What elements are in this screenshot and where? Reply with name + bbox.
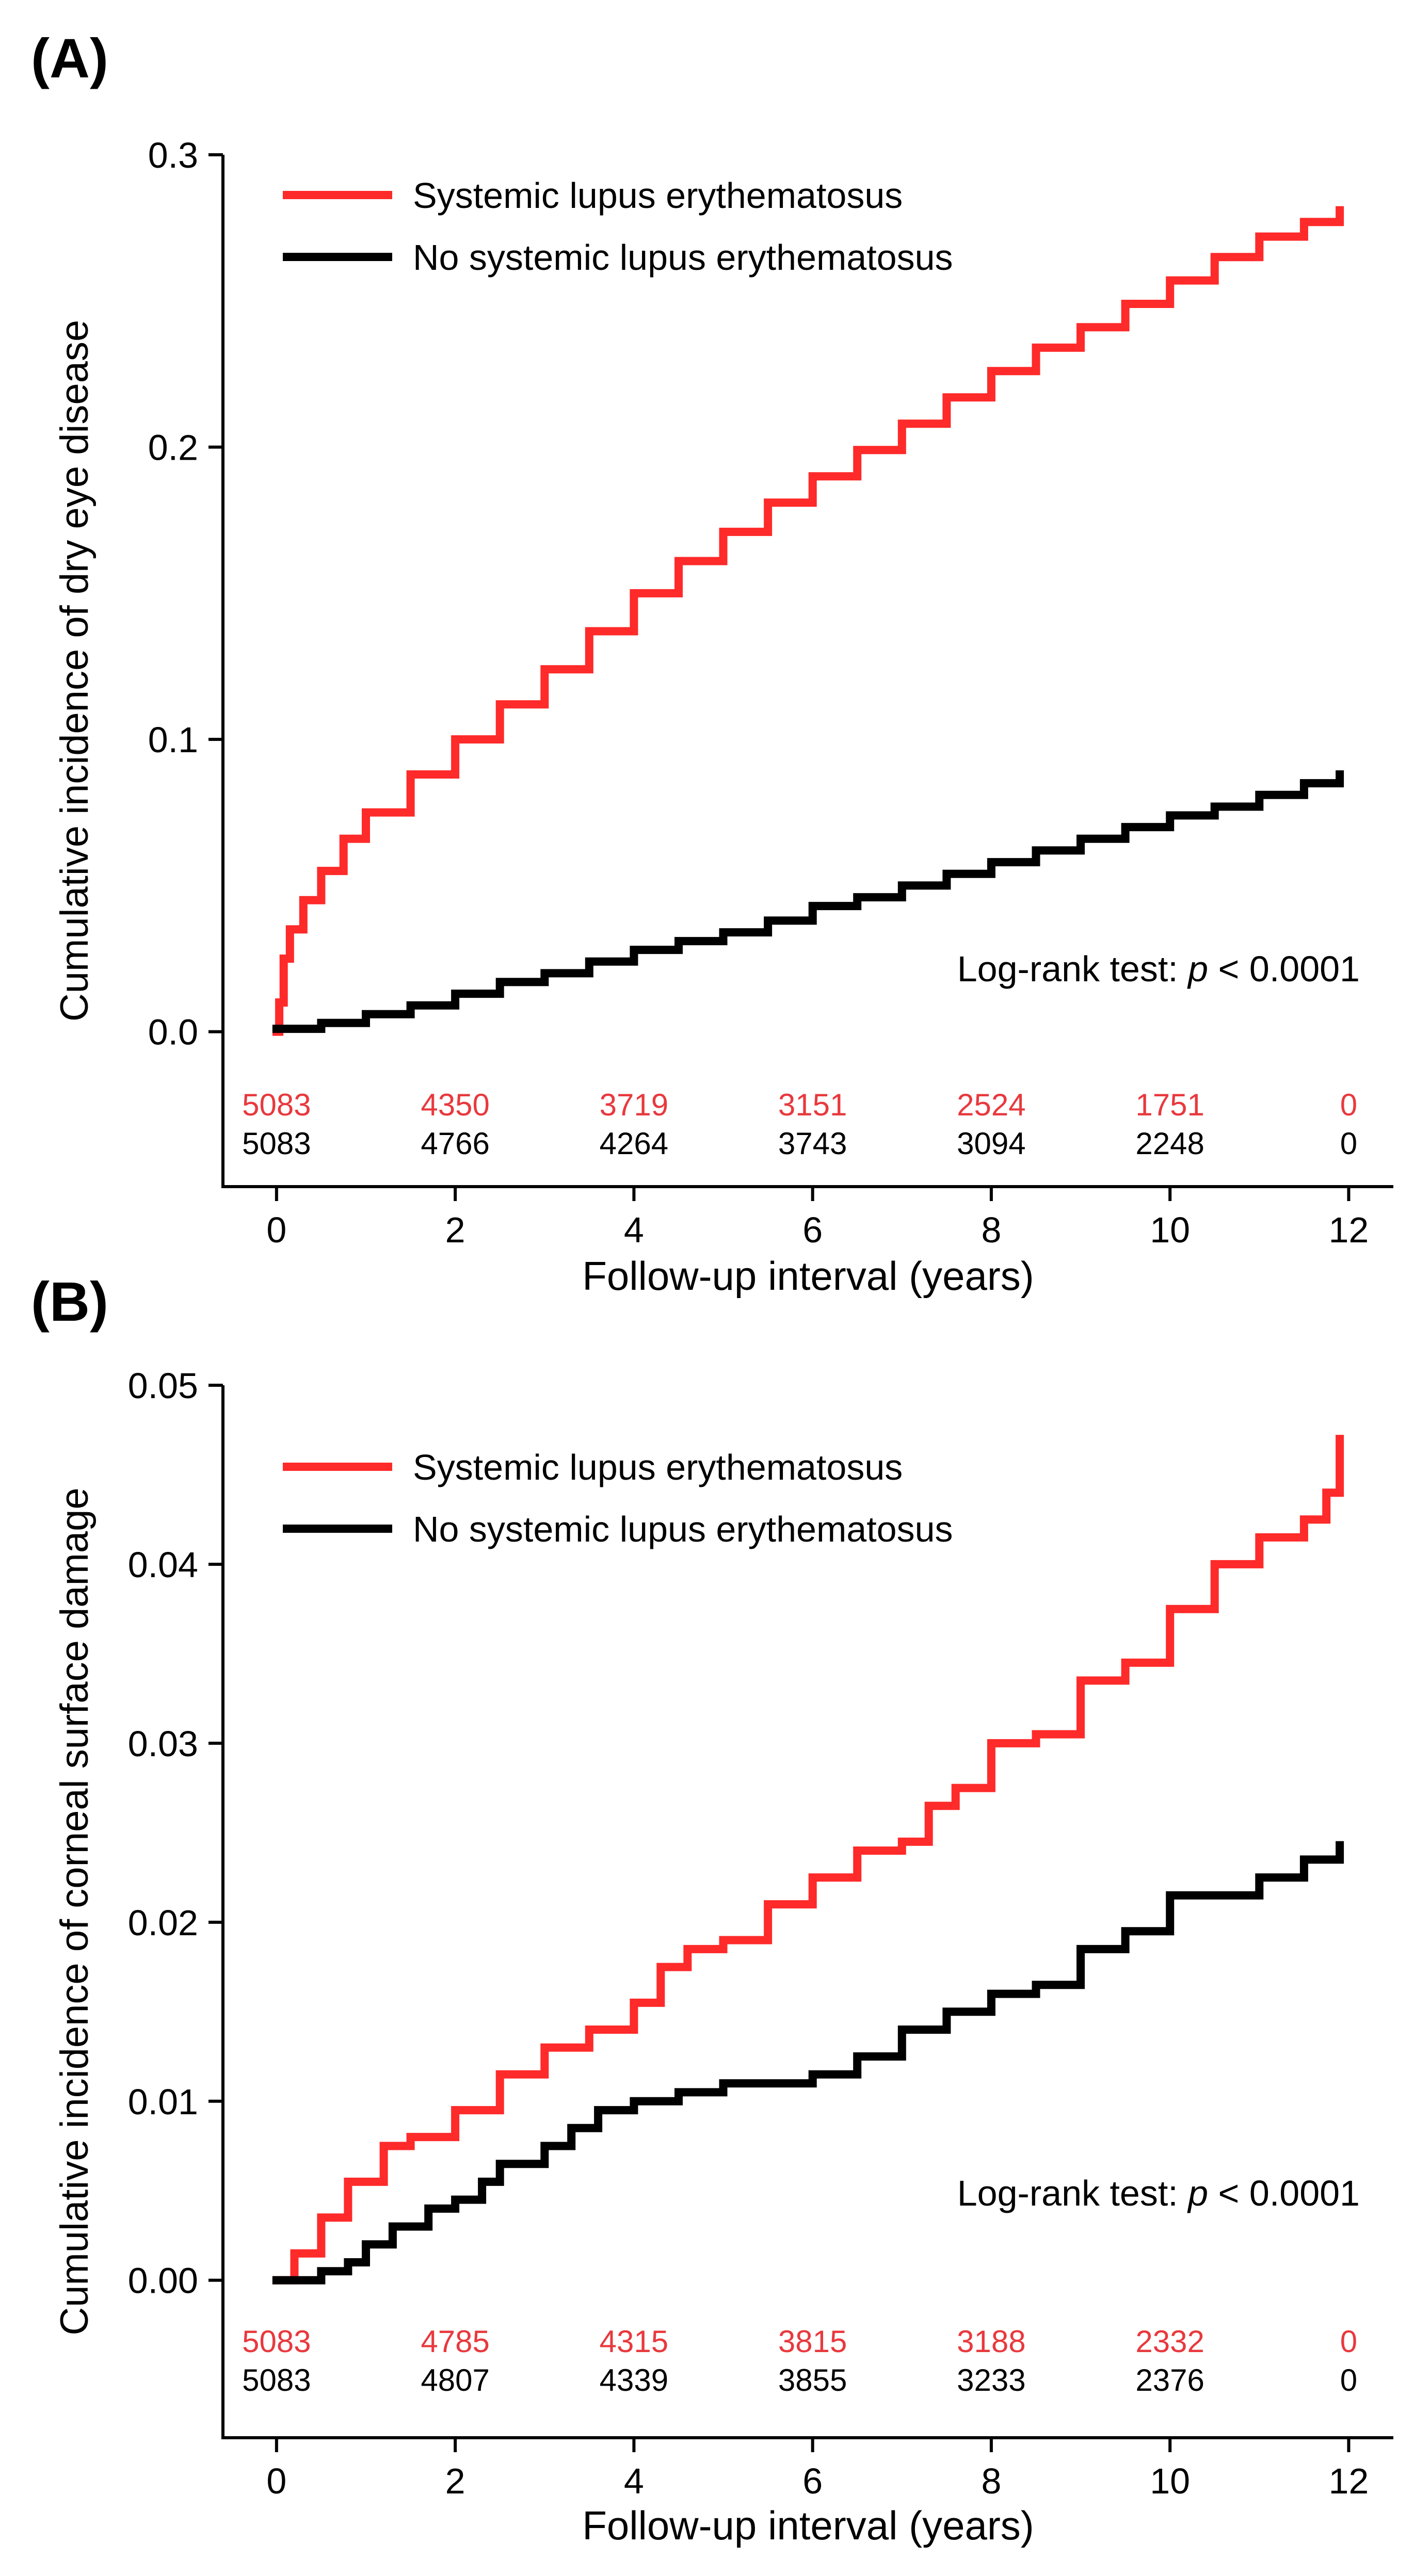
sle-curve [272,1435,1344,2285]
legend-label-sle: Systemic lupus erythematosus [413,1447,903,1487]
x-tick-label: 10 [1150,2461,1190,2501]
y-tick-label: 0.2 [148,428,198,468]
legend-label-sle: Systemic lupus erythematosus [413,175,903,216]
x-tick-label: 4 [624,2461,644,2501]
at-risk-sle-value: 2332 [1135,2324,1204,2359]
at-risk-sle-value: 4785 [421,2324,489,2359]
at-risk-no-sle-value: 4766 [421,1126,489,1161]
logrank-suffix: < 0.0001 [1208,2173,1360,2213]
at-risk-no-sle-value: 3233 [957,2363,1025,2397]
logrank-annotation: Log-rank test: p < 0.0001 [957,2173,1360,2213]
x-axis-label: Follow-up interval (years) [582,1253,1034,1299]
no-sle-curve [272,1841,1344,2285]
panel-a-chart: 0.0 0.1 0.2 0.3 0 2 4 6 8 10 12 Follow-up interval … [53,135,1393,1299]
at-risk-no-sle-value: 3094 [957,1126,1025,1161]
at-risk-sle-value: 0 [1340,2324,1357,2359]
logrank-annotation: Log-rank test: p < 0.0001 [957,949,1360,989]
at-risk-sle-value: 3188 [957,2324,1025,2359]
x-tick-label: 8 [981,2461,1001,2501]
at-risk-sle-value: 3815 [778,2324,847,2359]
sle-curve [272,206,1344,1036]
at-risk-no-sle-value: 4264 [600,1126,668,1161]
y-tick-label: 0.04 [128,1545,198,1585]
x-tick-label: 8 [981,1210,1001,1250]
x-tick-label: 10 [1150,1210,1190,1250]
panel-b-chart: 0.00 0.01 0.02 0.03 0.04 0.05 0 2 4 6 8 10 12 Follow-… [53,1366,1393,2548]
y-tick-label: 0.3 [148,135,198,175]
at-risk-sle-value: 3151 [778,1088,847,1122]
x-tick-label: 0 [266,2461,286,2501]
x-tick-label: 2 [445,2461,465,2501]
y-tick-label: 0.00 [128,2261,198,2301]
x-tick-label: 0 [266,1210,286,1250]
at-risk-no-sle-value: 0 [1340,1126,1357,1161]
at-risk-sle-value: 4350 [421,1088,489,1122]
panel-b-label: (B) [31,1270,108,1333]
y-tick-label: 0.01 [128,2082,198,2122]
at-risk-sle-value: 4315 [600,2324,668,2359]
at-risk-no-sle-value: 2376 [1135,2363,1204,2397]
at-risk-no-sle-value: 4339 [600,2363,668,2397]
at-risk-no-sle-value: 3743 [778,1126,847,1161]
panel-a-label: (A) [31,27,108,89]
at-risk-sle-value: 2524 [957,1088,1025,1122]
y-tick-label: 0.1 [148,720,198,760]
at-risk-sle-value: 3719 [600,1088,668,1122]
logrank-suffix: < 0.0001 [1208,949,1360,989]
logrank-p: p [1187,2173,1208,2213]
y-axis-label: Cumulative incidence of corneal surface … [53,1487,97,2335]
at-risk-no-sle-value: 2248 [1135,1126,1204,1161]
y-tick-label: 0.02 [128,1903,198,1943]
x-tick-label: 6 [802,2461,823,2501]
x-axis-label: Follow-up interval (years) [582,2503,1034,2548]
x-tick-label: 2 [445,1210,465,1250]
y-tick-label: 0.05 [128,1366,198,1406]
logrank-p: p [1187,949,1208,989]
x-tick-label: 4 [624,1210,644,1250]
legend-label-no-sle: No systemic lupus erythematosus [413,1509,953,1549]
at-risk-sle-value: 1751 [1135,1088,1204,1122]
at-risk-sle-value: 5083 [242,2324,311,2359]
at-risk-no-sle-value: 5083 [242,2363,311,2397]
no-sle-curve [272,770,1344,1033]
at-risk-no-sle-value: 0 [1340,2363,1357,2397]
x-tick-label: 6 [802,1210,823,1250]
at-risk-sle-value: 0 [1340,1088,1357,1122]
y-axis-label: Cumulative incidence of dry eye disease [53,320,97,1022]
x-tick-label: 12 [1328,2461,1369,2501]
legend-label-no-sle: No systemic lupus erythematosus [413,237,953,278]
at-risk-sle-value: 5083 [242,1088,311,1122]
at-risk-no-sle-value: 4807 [421,2363,489,2397]
at-risk-no-sle-value: 3855 [778,2363,847,2397]
y-tick-label: 0.0 [148,1012,198,1052]
logrank-prefix: Log-rank test: [957,949,1188,989]
y-tick-label: 0.03 [128,1724,198,1764]
at-risk-no-sle-value: 5083 [242,1126,311,1161]
x-tick-label: 12 [1328,1210,1369,1250]
logrank-prefix: Log-rank test: [957,2173,1188,2213]
